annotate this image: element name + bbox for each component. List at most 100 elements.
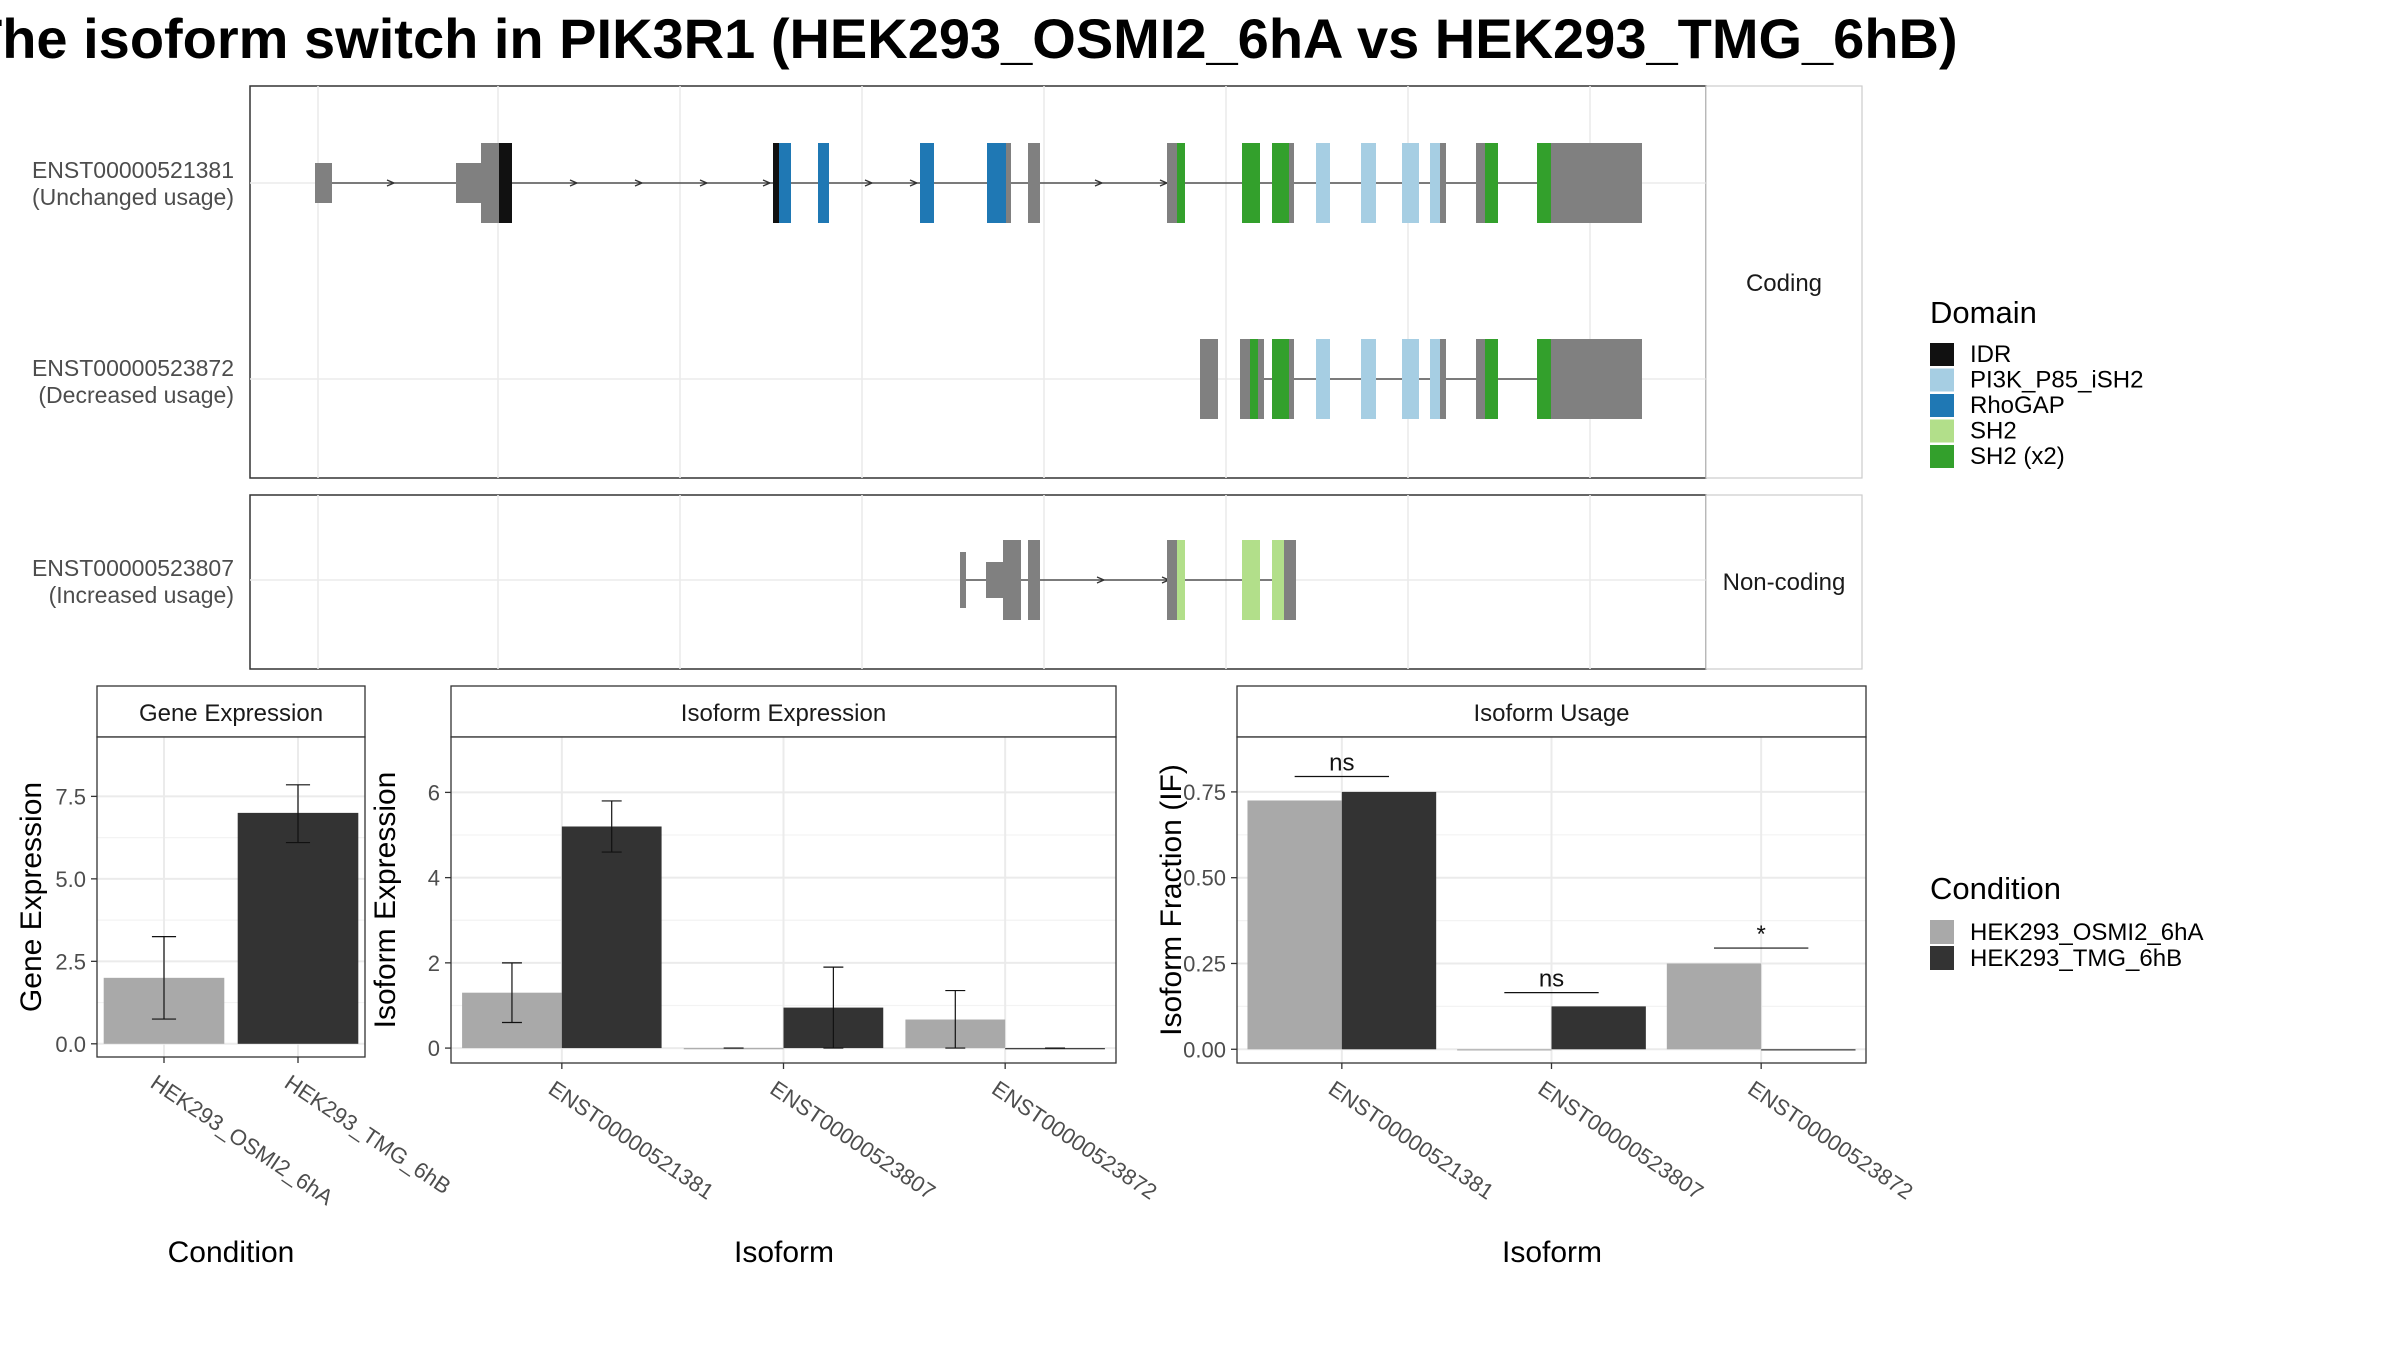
direction-arrow-icon	[1094, 179, 1104, 187]
y-tick-label: 2	[428, 951, 440, 976]
direction-arrow-icon	[634, 179, 644, 187]
legend-label-hek293-tmg-6hb: HEK293_TMG_6hB	[1970, 945, 2182, 972]
exon-block	[1289, 339, 1294, 419]
domain-pi3k-p85-ish2	[1402, 143, 1419, 223]
track-usage-label: (Unchanged usage)	[32, 184, 234, 210]
domain-pi3k-p85-ish2	[1430, 143, 1440, 223]
panel-title: Isoform Expression	[681, 700, 886, 727]
y-tick-label: 2.5	[55, 949, 86, 974]
domain-pi3k-p85-ish2	[1316, 339, 1330, 419]
legend-key-pi3k-p85-ish2	[1930, 368, 1954, 392]
exon-block	[1012, 540, 1021, 620]
figure-title: The isoform switch in PIK3R1 (HEK293_OSM…	[0, 7, 1958, 70]
domain-pi3k-p85-ish2	[1361, 143, 1376, 223]
legend-label-pi3k-p85-ish2: PI3K_P85_iSH2	[1970, 367, 2143, 394]
exon-block	[1551, 143, 1562, 223]
track-id-label: ENST00000521381	[32, 157, 234, 183]
exon-block	[1440, 339, 1446, 419]
panel-title: Gene Expression	[139, 700, 323, 727]
legend-label-idr: IDR	[1970, 341, 2011, 368]
exon-block	[315, 163, 332, 203]
exon-block	[1551, 339, 1562, 419]
direction-arrow-icon	[762, 179, 772, 187]
exon-block	[1562, 143, 1642, 223]
domain-sh2-x2	[1485, 143, 1498, 223]
facet-label-coding: Coding	[1746, 270, 1822, 297]
legend-key-sh2	[1930, 419, 1954, 443]
transcript-panel-noncoding: Non-coding ENST00000523807 (Increased us…	[32, 494, 1863, 670]
bar	[1761, 1049, 1856, 1051]
bar	[1457, 1049, 1552, 1051]
significance-label: ns	[1539, 966, 1564, 993]
track-id-label: ENST00000523807	[32, 555, 234, 581]
exon-block	[1028, 540, 1040, 620]
transcript-track-enst00000523807	[960, 540, 1296, 620]
direction-arrow-icon	[909, 179, 919, 187]
domain-sh2-x2	[1272, 143, 1289, 223]
exon-block	[1284, 540, 1296, 620]
exon-block	[986, 562, 1003, 598]
exon-block	[1167, 540, 1177, 620]
y-axis-title: Isoform Fraction (IF)	[1155, 764, 1188, 1036]
track-usage-label: (Decreased usage)	[38, 382, 234, 408]
legend-key-hek293-tmg-6hb	[1930, 946, 1954, 970]
direction-arrow-icon	[864, 179, 874, 187]
condition-legend-title: Condition	[1930, 871, 2061, 906]
direction-arrow-icon	[699, 179, 709, 187]
domain-sh2-x2	[1485, 339, 1498, 419]
legend-label-sh2-x2: SH2 (x2)	[1970, 443, 2065, 470]
y-tick-label: 0.00	[1183, 1037, 1226, 1062]
transcript-panel-coding: Coding ENST00000521381 (Unchanged usage)…	[32, 85, 1863, 479]
panel-border	[96, 736, 366, 1058]
domain-idr	[773, 143, 779, 223]
y-tick-label: 4	[428, 866, 440, 891]
panel-title: Isoform Usage	[1473, 700, 1629, 727]
y-axis-title: Isoform Expression	[369, 772, 402, 1029]
legend-key-rhogap	[1930, 394, 1954, 417]
exon-block	[1562, 339, 1642, 419]
y-tick-label: 0.0	[55, 1032, 86, 1057]
bar	[1551, 1006, 1646, 1050]
domain-rhogap	[779, 143, 791, 223]
exon-block	[960, 552, 966, 608]
significance-label: ns	[1329, 749, 1354, 776]
domain-idr	[499, 143, 512, 223]
bar	[237, 812, 359, 1044]
x-axis-title: Condition	[168, 1236, 295, 1269]
facet-strip-noncoding	[1705, 494, 1863, 670]
direction-arrow-icon	[1096, 576, 1106, 584]
direction-arrow-icon	[569, 179, 579, 187]
track-id-label: ENST00000523872	[32, 355, 234, 381]
domain-rhogap	[920, 143, 934, 223]
exon-block	[1440, 143, 1446, 223]
domain-legend-title: Domain	[1930, 295, 2037, 330]
domain-sh2-x2	[1250, 339, 1258, 419]
domain-rhogap	[818, 143, 829, 223]
exon-block	[1289, 143, 1294, 223]
domain-sh2	[1272, 540, 1284, 620]
legend-key-hek293-osmi2-6ha	[1930, 920, 1954, 944]
exon-block	[481, 143, 499, 223]
exon-block	[1167, 143, 1177, 223]
transcript-track-enst00000523872	[1200, 339, 1642, 419]
y-tick-label: 0.75	[1183, 780, 1226, 805]
transcript-track-enst00000521381	[315, 143, 1642, 223]
domain-sh2-x2	[1242, 143, 1260, 223]
facet-label-noncoding: Non-coding	[1723, 569, 1846, 596]
bar	[1341, 791, 1437, 1050]
exon-block	[1258, 339, 1264, 419]
domain-sh2	[1242, 540, 1260, 620]
domain-sh2-x2	[1537, 339, 1551, 419]
exon-block	[1200, 339, 1218, 419]
direction-arrow-icon	[386, 179, 396, 187]
domain-pi3k-p85-ish2	[1316, 143, 1330, 223]
exon-block	[1028, 143, 1040, 223]
y-axis-title: Gene Expression	[15, 782, 48, 1012]
domain-pi3k-p85-ish2	[1430, 339, 1440, 419]
domain-sh2-x2	[1272, 339, 1289, 419]
bar	[1247, 800, 1342, 1050]
legend-label-hek293-osmi2-6ha: HEK293_OSMI2_6hA	[1970, 919, 2203, 946]
